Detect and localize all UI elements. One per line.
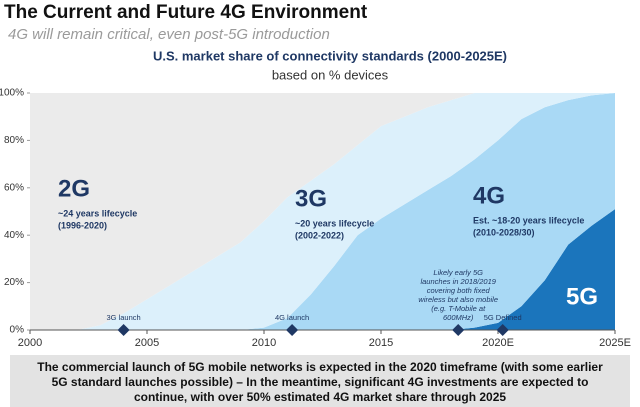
milestone-label: covering both fixed (427, 286, 491, 295)
footer-text: 5G standard launches possible) – In the … (52, 375, 589, 389)
x-tick-label: 2005 (135, 337, 159, 349)
y-tick-label: 60% (4, 182, 24, 193)
milestone-label: wireless but also mobile (418, 295, 498, 304)
lifecycle-label: ~20 years lifecycle (295, 218, 374, 228)
series-label: 4G (473, 182, 505, 209)
chart-subtitle: based on % devices (272, 67, 389, 82)
period-label: (1996-2020) (58, 220, 107, 230)
milestone-marker (496, 324, 509, 336)
x-tick-label: 2025E (599, 337, 631, 349)
footer-text: continue, with over 50% estimated 4G mar… (134, 390, 506, 404)
milestone-marker (286, 324, 299, 336)
y-tick-label: 100% (0, 88, 24, 99)
x-tick-label: 2000 (18, 337, 42, 349)
milestone-label: 600MHz) (443, 313, 474, 322)
footer-text: The commercial launch of 5G mobile netwo… (37, 360, 603, 374)
milestone-label: 4G launch (275, 313, 309, 322)
milestone-marker (117, 324, 130, 336)
y-tick-label: 0% (10, 325, 25, 336)
series-label: 3G (295, 185, 327, 212)
lifecycle-label: ~24 years lifecycle (58, 208, 137, 218)
area (30, 209, 615, 330)
x-tick-label: 2020E (482, 337, 514, 349)
milestone-label: launches in 2018/2019 (420, 277, 496, 286)
footer-box (10, 355, 630, 407)
y-tick-label: 40% (4, 230, 24, 241)
series-label: 5G (566, 283, 598, 310)
page-subtitle: 4G will remain critical, even post-5G in… (8, 26, 330, 43)
y-tick-label: 20% (4, 277, 24, 288)
chart-title: U.S. market share of connectivity standa… (153, 48, 507, 63)
area (30, 93, 615, 330)
milestone-label: (e.g. T-Mobile at (431, 304, 486, 313)
lifecycle-label: Est. ~18-20 years lifecycle (473, 215, 584, 225)
area (30, 93, 615, 330)
x-tick-label: 2015 (369, 337, 393, 349)
period-label: (2002-2022) (295, 230, 344, 240)
milestone-marker (452, 324, 465, 336)
area (30, 93, 615, 330)
milestone-label: 5G Defined (484, 313, 522, 322)
y-tick-label: 80% (4, 135, 24, 146)
page-title: The Current and Future 4G Environment (4, 2, 368, 23)
series-label: 2G (58, 175, 90, 202)
milestone-label: 3G launch (106, 313, 140, 322)
milestone-label: Likely early 5G (433, 268, 483, 277)
period-label: (2010-2028/30) (473, 227, 535, 237)
x-tick-label: 2010 (252, 337, 276, 349)
